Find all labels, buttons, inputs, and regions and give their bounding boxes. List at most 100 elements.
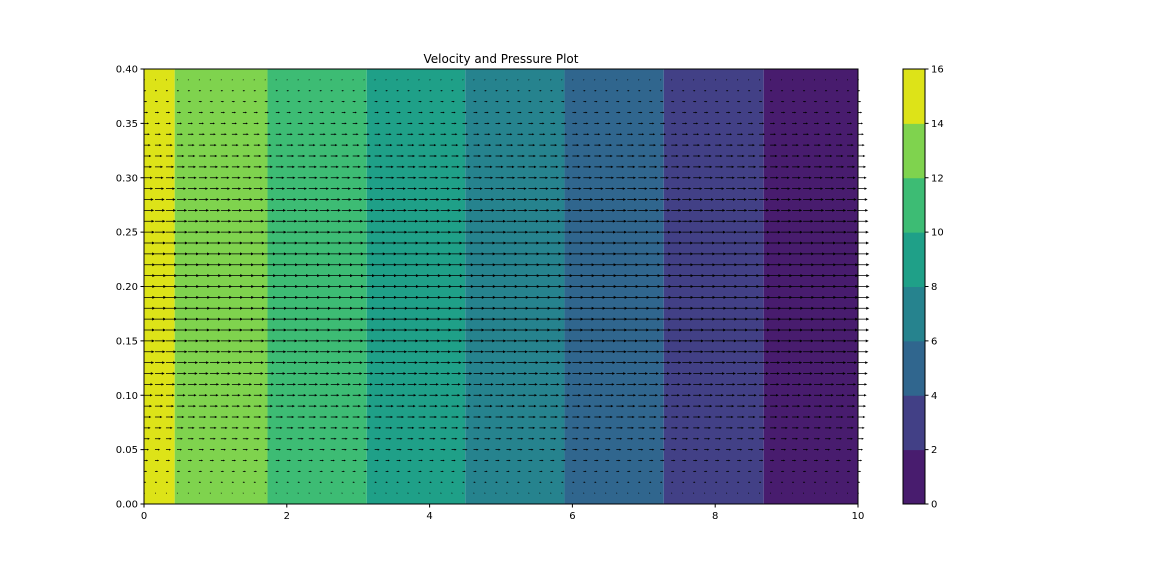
velocity-arrow [561, 144, 569, 147]
velocity-arrow [704, 263, 716, 267]
velocity-arrow [352, 328, 364, 332]
velocity-arrow [836, 79, 838, 81]
velocity-arrow [275, 448, 281, 451]
velocity-arrow [649, 492, 651, 494]
velocity-arrow [715, 470, 719, 473]
velocity-arrow [396, 437, 403, 440]
velocity-arrow [297, 208, 308, 212]
velocity-arrow [462, 165, 471, 169]
velocity-arrow [286, 274, 299, 278]
velocity-arrow [528, 448, 534, 451]
velocity-arrow [209, 437, 216, 440]
velocity-arrow [154, 317, 167, 321]
velocity-arrow [715, 404, 724, 408]
velocity-arrow [737, 154, 745, 158]
velocity-arrow [770, 295, 782, 299]
velocity-arrow [649, 274, 661, 278]
velocity-arrow [528, 394, 538, 397]
velocity-arrow [561, 90, 564, 92]
velocity-arrow [144, 481, 147, 483]
velocity-arrow [803, 187, 813, 190]
velocity-arrow [770, 274, 782, 278]
velocity-arrow [440, 448, 446, 451]
velocity-arrow [572, 154, 580, 158]
velocity-arrow [330, 219, 342, 223]
velocity-arrow [550, 285, 562, 288]
velocity-arrow [144, 317, 156, 321]
velocity-arrow [429, 394, 439, 397]
velocity-arrow [297, 383, 307, 386]
velocity-arrow [165, 361, 177, 365]
arrow-row [144, 350, 869, 354]
velocity-arrow [429, 306, 442, 310]
velocity-arrow [418, 100, 422, 103]
velocity-arrow [242, 394, 252, 397]
velocity-arrow [847, 241, 859, 245]
velocity-arrow [451, 176, 461, 179]
velocity-arrow [264, 219, 276, 223]
arrow-row [144, 176, 867, 179]
velocity-arrow [539, 165, 548, 169]
velocity-arrow [770, 154, 778, 158]
velocity-arrow [627, 111, 632, 114]
velocity-arrow [605, 481, 608, 483]
velocity-arrow [528, 263, 540, 267]
velocity-arrow [385, 122, 391, 125]
velocity-arrow [726, 274, 738, 278]
velocity-arrow [253, 285, 266, 288]
velocity-arrow [616, 481, 619, 483]
velocity-arrow [264, 90, 268, 92]
velocity-arrow [748, 100, 752, 103]
velocity-arrow [737, 285, 749, 288]
velocity-arrow [352, 470, 356, 473]
velocity-arrow [858, 165, 867, 169]
velocity-arrow [627, 219, 638, 223]
velocity-arrow [385, 470, 389, 473]
y-tick-label: 0.30 [116, 173, 138, 184]
velocity-arrow [770, 122, 776, 125]
velocity-arrow [528, 198, 539, 201]
velocity-arrow [264, 230, 276, 234]
velocity-arrow [144, 383, 154, 386]
velocity-arrow [220, 383, 231, 386]
velocity-arrow [726, 361, 737, 365]
velocity-arrow [484, 230, 496, 234]
velocity-arrow [144, 295, 156, 299]
velocity-arrow [473, 328, 485, 332]
velocity-arrow [836, 122, 842, 125]
velocity-arrow [759, 230, 770, 234]
velocity-arrow [583, 187, 593, 190]
velocity-arrow [484, 426, 492, 429]
velocity-arrow [286, 154, 295, 158]
velocity-arrow [781, 328, 793, 332]
velocity-arrow [671, 306, 683, 310]
velocity-arrow [462, 241, 474, 245]
velocity-arrow [275, 241, 287, 245]
velocity-arrow [759, 219, 770, 223]
velocity-arrow [781, 394, 790, 397]
velocity-arrow [759, 415, 767, 419]
velocity-arrow [792, 306, 804, 310]
velocity-arrow [506, 295, 518, 299]
velocity-arrow [814, 394, 823, 397]
velocity-arrow [374, 459, 379, 462]
velocity-arrow [715, 133, 722, 136]
velocity-arrow [506, 492, 508, 494]
velocity-arrow [814, 274, 826, 278]
velocity-arrow [231, 437, 238, 440]
velocity-arrow [715, 295, 727, 299]
velocity-arrow [781, 198, 791, 201]
velocity-arrow [231, 415, 240, 419]
velocity-arrow [231, 252, 244, 256]
velocity-arrow [363, 263, 376, 267]
velocity-arrow [726, 306, 738, 310]
velocity-arrow [418, 144, 426, 147]
velocity-arrow [517, 90, 520, 92]
velocity-arrow [462, 383, 472, 386]
velocity-arrow [814, 459, 819, 462]
velocity-arrow [209, 328, 221, 332]
velocity-arrow [550, 492, 552, 494]
velocity-arrow [154, 187, 165, 190]
velocity-arrow [440, 339, 452, 343]
velocity-arrow [561, 394, 571, 397]
